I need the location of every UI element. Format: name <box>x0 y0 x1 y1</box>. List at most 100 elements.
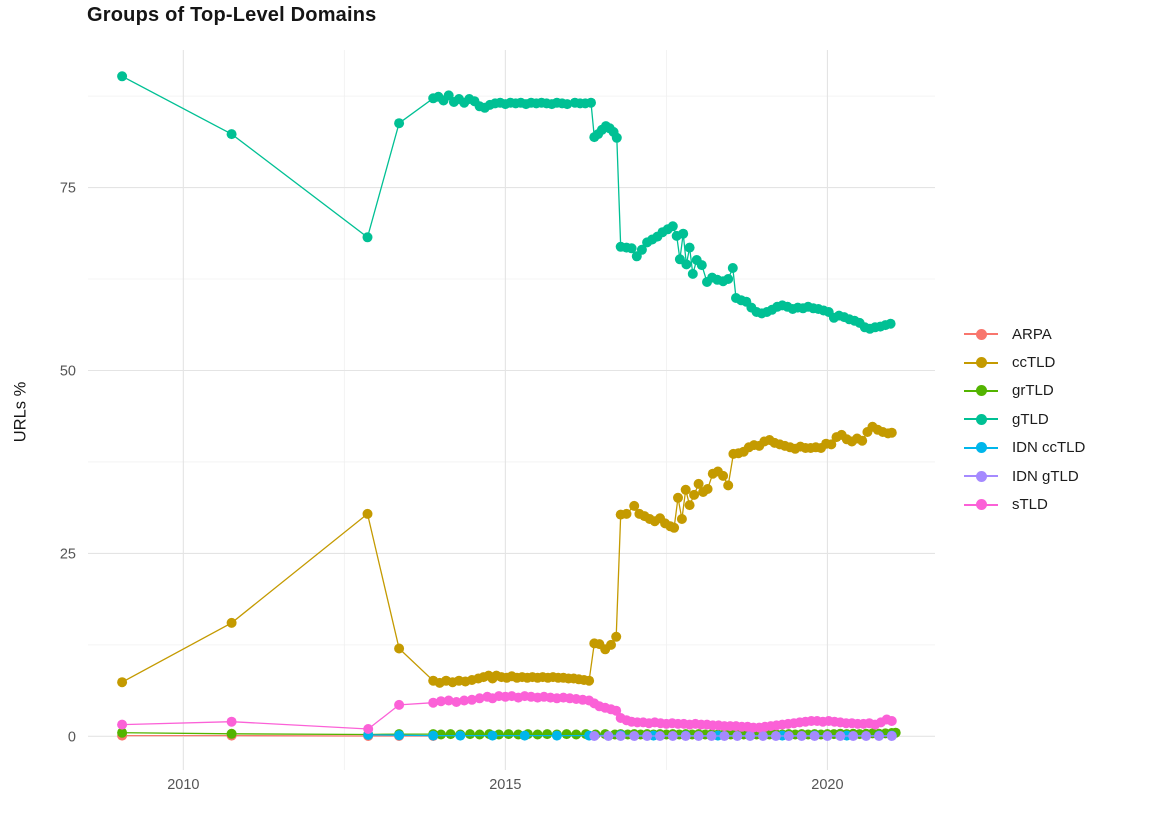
x-axis-tick-labels: 2010 2015 2020 <box>167 777 843 793</box>
data-point <box>589 731 600 741</box>
grid-minor <box>88 50 935 770</box>
legend-key-icon <box>964 385 998 397</box>
series-gtld <box>117 71 896 334</box>
data-point <box>455 730 466 741</box>
data-point <box>723 480 734 491</box>
data-point <box>117 727 128 738</box>
data-point <box>584 675 595 686</box>
data-point <box>822 731 833 741</box>
data-point <box>702 484 713 494</box>
data-point <box>857 435 868 446</box>
data-point <box>667 731 678 741</box>
data-point <box>874 731 884 741</box>
legend-label: gTLD <box>1012 410 1049 428</box>
data-point <box>542 729 553 740</box>
data-point <box>667 221 678 232</box>
y-tick-label: 50 <box>60 363 76 379</box>
y-axis-tick-labels: 0 25 50 75 <box>60 181 76 746</box>
data-point <box>474 693 485 704</box>
data-point <box>394 118 405 129</box>
data-point <box>436 729 446 740</box>
data-point <box>861 731 872 741</box>
series-arpa <box>117 730 439 741</box>
data-point <box>443 695 454 706</box>
data-point <box>606 639 616 650</box>
legend-label: IDN ccTLD <box>1012 439 1086 457</box>
legend-item-stld: sTLD <box>964 490 1085 518</box>
data-point <box>758 731 768 741</box>
y-tick-label: 0 <box>68 729 76 745</box>
y-tick-label: 25 <box>60 546 76 562</box>
legend-key-icon <box>964 442 998 454</box>
series-line <box>121 75 891 330</box>
data-point <box>571 729 582 740</box>
legend-key-icon <box>964 357 998 369</box>
data-point <box>693 478 704 489</box>
data-point <box>117 719 128 730</box>
legend-key-icon <box>964 470 998 482</box>
data-point <box>629 500 640 511</box>
data-point <box>676 514 687 524</box>
data-point <box>394 643 405 654</box>
legend-label: IDN gTLD <box>1012 467 1079 485</box>
data-point <box>466 694 477 705</box>
data-point <box>394 699 405 710</box>
legend-label: sTLD <box>1012 496 1048 514</box>
data-point <box>636 244 647 255</box>
data-point <box>669 522 680 533</box>
data-point <box>428 730 439 741</box>
data-point <box>678 228 689 239</box>
data-point <box>680 731 691 741</box>
data-point <box>770 731 781 741</box>
data-point <box>718 470 729 481</box>
data-point <box>611 132 622 143</box>
legend-item-grtld: grTLD <box>964 377 1085 405</box>
data-point <box>503 729 514 740</box>
data-point <box>451 697 462 707</box>
data-point <box>226 617 237 628</box>
data-point <box>436 696 446 707</box>
data-point <box>474 729 485 740</box>
data-point <box>465 729 475 740</box>
data-point <box>561 729 572 740</box>
data-point <box>826 439 837 450</box>
legend-item-idn-gtld: IDN gTLD <box>964 462 1085 490</box>
data-point <box>586 97 596 108</box>
legend: ARPA ccTLD grTLD gTLD IDN ccTLD IDN gTLD… <box>964 320 1085 519</box>
data-point <box>394 730 405 741</box>
series-stld <box>117 691 897 734</box>
data-point <box>745 731 756 741</box>
data-point <box>626 243 637 254</box>
data-point <box>680 484 691 495</box>
x-tick-label: 2010 <box>167 777 199 793</box>
data-point <box>642 731 653 741</box>
data-point <box>732 731 743 741</box>
data-point <box>226 716 237 727</box>
legend-item-cctld: ccTLD <box>964 348 1085 376</box>
data-point <box>428 697 439 708</box>
data-point <box>687 268 698 279</box>
data-point <box>226 728 237 739</box>
legend-key-icon <box>964 413 998 425</box>
data-point <box>886 716 897 726</box>
data-point <box>886 427 897 438</box>
data-point <box>809 731 820 741</box>
data-point <box>723 274 734 284</box>
legend-key-icon <box>964 499 998 511</box>
data-point <box>615 731 626 741</box>
legend-item-arpa: ARPA <box>964 320 1085 348</box>
legend-label: grTLD <box>1012 382 1054 400</box>
data-point <box>681 259 692 270</box>
series-idn-gtld <box>589 731 897 741</box>
data-point <box>655 731 665 741</box>
data-point <box>362 508 373 519</box>
data-point <box>885 318 896 329</box>
data-point <box>562 99 573 110</box>
data-point <box>487 730 498 741</box>
data-point <box>611 705 622 716</box>
data-point <box>551 730 562 741</box>
legend-label: ccTLD <box>1012 354 1056 372</box>
data-point <box>886 731 897 741</box>
data-point <box>611 631 622 642</box>
